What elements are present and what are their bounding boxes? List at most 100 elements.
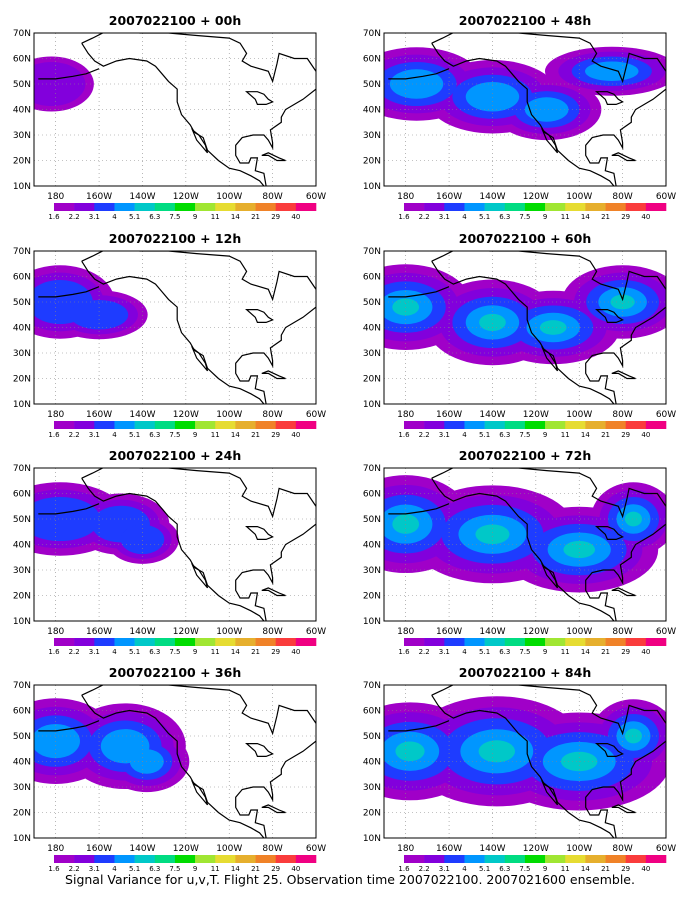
colorbar-swatch — [255, 855, 276, 863]
figure-caption: Signal Variance for u,v,T. Flight 25. Ob… — [65, 872, 635, 887]
colorbar-swatch — [524, 855, 546, 863]
colorbar-swatch — [625, 638, 647, 646]
map-frame — [33, 467, 317, 622]
lon-label: 160W — [86, 410, 112, 420]
great-lakes — [245, 743, 274, 757]
colorbar-level: 40 — [641, 213, 650, 221]
colorbar-swatch — [484, 638, 506, 646]
map-frame — [33, 32, 317, 187]
colorbar-level: 3.1 — [439, 213, 450, 221]
lat-label: 20N — [13, 375, 31, 385]
colorbar-swatch — [504, 638, 526, 646]
colorbar-swatch — [605, 203, 626, 211]
colorbar-level: 1.6 — [48, 213, 60, 221]
colorbar-swatch — [404, 638, 425, 646]
colorbar-level: 14 — [231, 648, 240, 656]
colorbar-level: 1.6 — [398, 431, 410, 439]
variance-area — [34, 61, 86, 107]
colorbar-level: 4 — [112, 213, 117, 221]
colorbar-swatch — [74, 855, 95, 863]
colorbar-swatch — [154, 203, 176, 211]
great-lakes — [245, 91, 274, 105]
lat-label: 30N — [13, 349, 31, 359]
colorbar-swatch — [235, 203, 256, 211]
colorbar-level: 6.3 — [149, 431, 160, 439]
colorbar-level: 7.5 — [169, 648, 180, 656]
lon-label: 80W — [262, 627, 282, 637]
colorbar-swatch — [94, 638, 115, 646]
variance-area — [624, 728, 642, 744]
lon-label: 60W — [306, 410, 326, 420]
colorbar-level: 7.5 — [169, 431, 180, 439]
colorbar-swatch — [625, 855, 647, 863]
aleutian-islands — [38, 720, 100, 732]
map-panel-2: 2007022100 + 12h 70N 60N 50N 40N 30N 20N 10N 180… — [13, 231, 326, 439]
colorbar-swatch — [504, 855, 526, 863]
lat-label: 60N — [13, 55, 31, 65]
coastline-west — [431, 42, 615, 186]
lon-label: 160W — [436, 627, 462, 637]
colorbar-swatch — [404, 421, 425, 429]
variance-area — [563, 541, 596, 559]
colorbar-level: 6.3 — [499, 865, 510, 873]
colorbar-level: 6.3 — [499, 213, 510, 221]
lat-label: 30N — [13, 131, 31, 141]
map-frame — [33, 250, 317, 405]
colorbar-level: 21 — [601, 213, 610, 221]
lon-label: 120W — [523, 410, 549, 420]
baja-coast — [190, 127, 209, 154]
coastline-west — [81, 260, 265, 404]
colorbar-level: 40 — [291, 431, 300, 439]
variance-area — [69, 300, 129, 330]
aleutian-islands — [388, 286, 450, 298]
colorbar-swatch — [74, 421, 95, 429]
lon-label: 120W — [173, 627, 199, 637]
colorbar-level: 14 — [581, 213, 590, 221]
colorbar-level: 11 — [211, 865, 220, 873]
lat-label: 10N — [13, 617, 31, 627]
lon-label: 180 — [397, 410, 414, 420]
panel-title: 2007022100 + 60h — [459, 231, 591, 246]
lon-label: 100W — [216, 627, 242, 637]
cuba-coast — [611, 804, 636, 814]
lat-label: 20N — [363, 157, 381, 167]
lat-label: 30N — [363, 131, 381, 141]
coastline-east — [81, 685, 316, 838]
colorbar-swatch — [134, 638, 156, 646]
panel-title: 2007022100 + 24h — [109, 448, 241, 463]
lat-label: 40N — [13, 758, 31, 768]
colorbar-level: 4 — [112, 865, 117, 873]
colorbar-level: 9 — [193, 648, 197, 656]
colorbar-level: 6.3 — [149, 213, 160, 221]
colorbar-swatch — [215, 203, 236, 211]
lon-label: 180 — [397, 627, 414, 637]
coastline-east — [81, 251, 316, 404]
colorbar-swatch — [524, 638, 546, 646]
map-panel-7: 2007022100 + 84h 70N 60N 50N 40N 30N 20N 10N 180… — [363, 665, 676, 873]
lat-label: 50N — [13, 80, 31, 90]
coastline-west — [81, 477, 265, 621]
colorbar-swatch — [94, 203, 115, 211]
variance-area — [479, 313, 506, 331]
colorbar-level: 5.1 — [479, 213, 490, 221]
lat-label: 30N — [363, 783, 381, 793]
colorbar-level: 29 — [621, 648, 630, 656]
colorbar-level: 29 — [271, 865, 280, 873]
cuba-coast — [611, 370, 636, 380]
lon-label: 80W — [262, 844, 282, 854]
lat-label: 40N — [13, 106, 31, 116]
lon-label: 160W — [86, 627, 112, 637]
colorbar-swatch — [54, 203, 75, 211]
lon-label: 100W — [216, 844, 242, 854]
colorbar-level: 14 — [231, 865, 240, 873]
great-lakes — [595, 309, 624, 323]
lat-label: 60N — [13, 273, 31, 283]
colorbar-level: 14 — [231, 213, 240, 221]
colorbar-swatch — [114, 638, 135, 646]
colorbar-swatch — [565, 638, 586, 646]
colorbar-level: 40 — [291, 865, 300, 873]
cuba-coast — [611, 587, 636, 597]
aleutian-islands — [38, 503, 100, 515]
cuba-coast — [261, 804, 286, 814]
